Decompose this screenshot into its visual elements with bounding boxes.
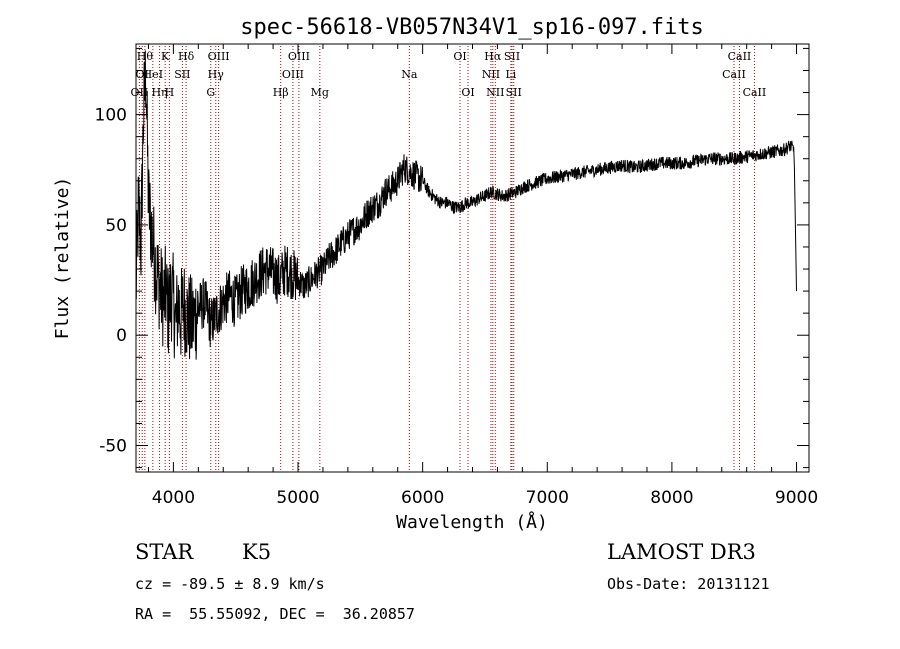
line-label-15: Mg [311, 86, 329, 99]
line-label-4: Hη [151, 86, 167, 99]
coordinates: RA = 55.55092, DEC = 36.20857 [135, 605, 415, 623]
y-tick-label-0: -50 [99, 437, 127, 457]
x-axis-label: Wavelength (Å) [396, 511, 548, 533]
line-label-21: NII [486, 86, 504, 99]
line-label-5: K [161, 50, 170, 63]
line-label-3: HeI [143, 68, 163, 81]
y-axis-label: Flux (relative) [52, 177, 73, 340]
line-label-23: SII [504, 50, 520, 63]
line-label-25: CaII [722, 68, 746, 81]
line-label-24: SII [506, 86, 522, 99]
line-label-8: Hδ [178, 50, 195, 63]
plot-frame [135, 43, 810, 473]
y-tick-label-3: 100 [95, 106, 127, 126]
line-label-14: OIII [288, 50, 310, 63]
line-label-7: SII [174, 68, 190, 81]
object-class: STAR [135, 540, 194, 564]
line-label-18: OI [461, 86, 474, 99]
line-label-10: Hγ [208, 68, 225, 81]
obs-date: Obs-Date: 20131121 [607, 575, 770, 593]
x-tick-label-4: 8000 [650, 488, 693, 508]
spectral-line-markers: OIIOIHθHeIHηKHSIIHδGHγOIIIHβOIIIOIIIMgNa… [131, 46, 767, 472]
line-label-13: OIII [282, 68, 304, 81]
x-tick-label-2: 6000 [401, 488, 444, 508]
line-label-9: G [206, 86, 215, 99]
y-tick-label-2: 50 [105, 216, 127, 236]
y-tick-label-1: 0 [116, 326, 127, 346]
line-label-26: CaII [728, 50, 752, 63]
survey-name: LAMOST DR3 [607, 540, 756, 564]
line-label-22: Li [505, 68, 516, 81]
x-tick-label-5: 9000 [775, 488, 818, 508]
line-label-20: Hα [484, 50, 502, 63]
line-label-16: Na [401, 68, 418, 81]
line-label-19: NII [482, 68, 500, 81]
line-label-6: H [165, 86, 175, 99]
line-label-12: Hβ [273, 86, 289, 99]
x-tick-label-3: 7000 [526, 488, 569, 508]
spectrum-series-line [135, 50, 797, 360]
velocity-readout: cz = -89.5 ± 8.9 km/s [135, 575, 325, 593]
chart-title: spec-56618-VB057N34V1_sp16-097.fits [240, 15, 704, 40]
subclass: K5 [242, 540, 272, 564]
x-tick-label-0: 4000 [152, 488, 195, 508]
line-label-27: CaII [743, 86, 767, 99]
line-label-11: OIII [208, 50, 230, 63]
line-label-17: OI [453, 50, 466, 63]
axis-ticks: 4000 5000 6000 7000 8000 9000 -50 0 50 100 [95, 44, 818, 508]
x-tick-label-1: 5000 [276, 488, 319, 508]
